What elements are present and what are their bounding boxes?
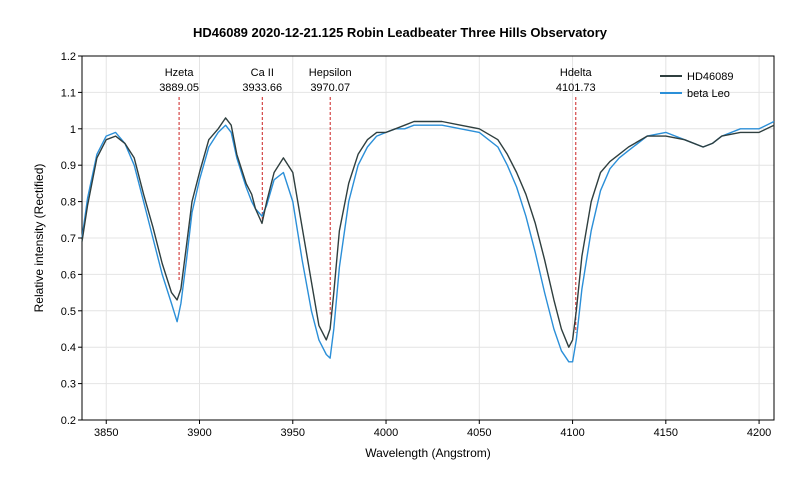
y-tick-label: 0.5 [61,306,76,318]
y-tick-label: 0.7 [61,233,76,245]
annotation-label-hzeta: Hzeta [165,67,195,79]
y-tick-label: 1 [70,124,76,136]
legend: HD46089 beta Leo [660,71,733,100]
x-axis-label: Wavelength (Angstrom) [365,446,491,460]
y-tick-label: 0.3 [61,379,76,391]
series-line-beta-leo [81,120,775,363]
x-gridlines [105,56,760,420]
annotation-wavelength-hzeta: 3889.05 [159,82,199,94]
y-tick-label: 1.1 [61,87,76,99]
y-axis-ticks: 0.2 0.3 0.4 0.5 0.6 0.7 0.8 0.9 1 1.1 1.2 [61,51,82,427]
y-gridlines [82,91,774,385]
annotation-wavelength-hepsilon: 3970.07 [310,82,350,94]
series-line-hd46089 [81,117,775,348]
annotation-label-ca-ii: Ca II [251,67,274,79]
series-lines [81,117,775,363]
y-axis-label: Relative intensity (Rectified) [32,164,46,313]
x-tick-label: 4150 [654,427,678,439]
y-tick-label: 0.9 [61,160,76,172]
x-tick-label: 3950 [281,427,305,439]
x-tick-label: 4100 [560,427,584,439]
y-tick-label: 0.6 [61,269,76,281]
annotation-wavelength-ca-ii: 3933.66 [242,82,282,94]
legend-label-hd46089: HD46089 [687,71,733,83]
x-tick-label: 4000 [374,427,398,439]
chart-title: HD46089 2020-12-21.125 Robin Leadbeater … [193,25,608,40]
x-tick-label: 3850 [94,427,118,439]
annotation-lines: Hzeta 3889.05 Ca II 3933.66 Hepsilon 3970.07 H… [159,67,596,333]
annotation-wavelength-hdelta: 4101.73 [556,82,596,94]
x-tick-label: 4200 [747,427,771,439]
x-tick-label: 4050 [467,427,491,439]
x-tick-label: 3900 [187,427,211,439]
y-tick-label: 0.8 [61,197,76,209]
y-tick-label: 1.2 [61,51,76,63]
annotation-label-hepsilon: Hepsilon [309,67,352,79]
y-tick-label: 0.2 [61,415,76,427]
annotation-label-hdelta: Hdelta [560,67,593,79]
x-axis-ticks: 3850 3900 3950 4000 4050 4100 4150 4200 [94,420,771,439]
y-tick-label: 0.4 [61,342,76,354]
legend-label-beta-leo: beta Leo [687,88,730,100]
